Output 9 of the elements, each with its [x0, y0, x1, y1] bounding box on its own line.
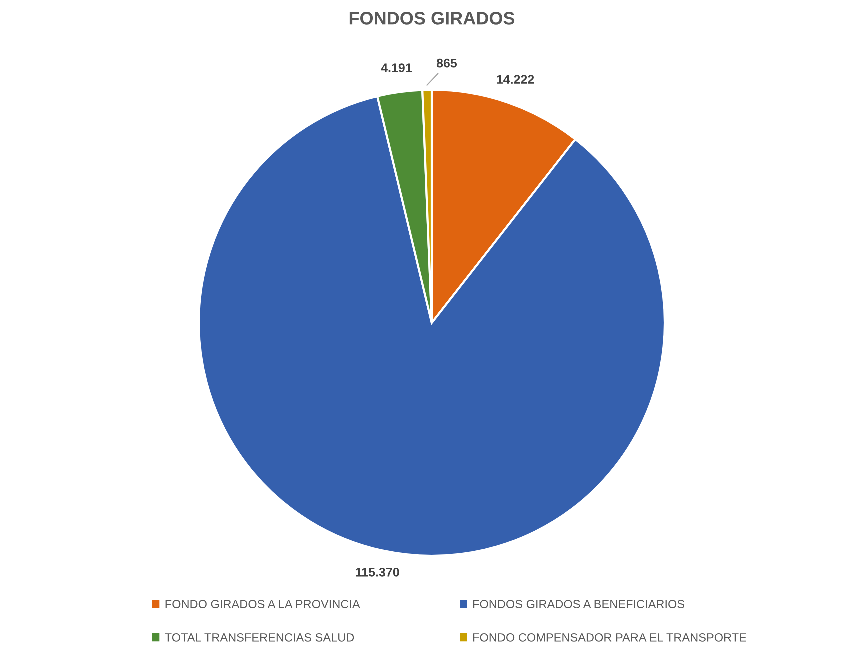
- data-label: 4.191: [381, 64, 412, 72]
- data-label: 14.222: [497, 75, 534, 84]
- legend-label: TOTAL TRANSFERENCIAS SALUD: [165, 634, 354, 642]
- data-label: 115.370: [356, 568, 400, 577]
- legend-label: FONDO GIRADOS A LA PROVINCIA: [166, 600, 360, 608]
- data-label: 865: [436, 58, 458, 68]
- legend-label: FONDOS GIRADOS A BENEFICIARIOS: [473, 600, 685, 608]
- legend-label: FONDO COMPENSADOR PARA EL TRANSPORTE: [473, 634, 746, 642]
- chart-title: FONDOS GIRADOS: [350, 12, 515, 25]
